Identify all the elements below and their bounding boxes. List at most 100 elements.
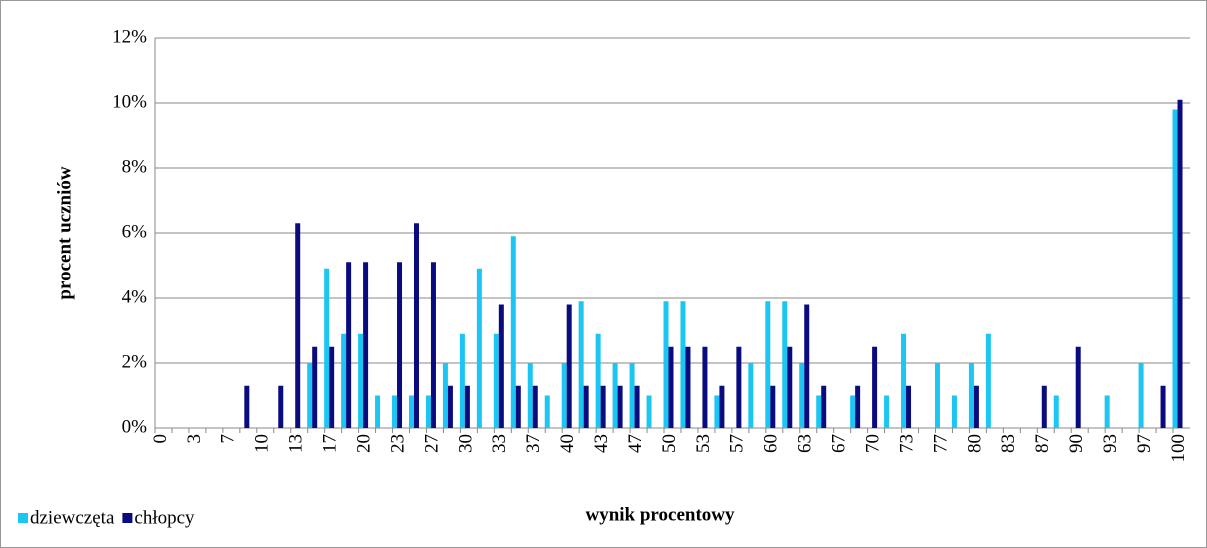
bar [413, 223, 419, 428]
bar [1172, 109, 1178, 428]
bar [901, 333, 907, 428]
bar [425, 395, 431, 428]
bar [719, 385, 725, 428]
bar [782, 301, 788, 428]
bar [850, 395, 856, 428]
bar [1041, 385, 1047, 428]
bar [765, 301, 771, 428]
x-tick-label: 97 [1134, 434, 1155, 453]
x-tick-label: 70 [862, 434, 883, 453]
x-tick-label: 10 [252, 434, 273, 453]
bar [583, 385, 589, 428]
bar [532, 385, 538, 428]
bar [804, 304, 810, 428]
bar [578, 301, 584, 428]
y-tick-label: 4% [122, 286, 148, 307]
bar [821, 385, 827, 428]
bar [346, 262, 352, 428]
y-tick-label: 0% [122, 416, 148, 437]
x-tick-label: 100 [1168, 434, 1189, 463]
bar [702, 346, 708, 428]
bar [476, 268, 482, 428]
bar [566, 304, 572, 428]
bar [934, 363, 940, 428]
x-tick-label: 77 [930, 434, 951, 453]
x-tick-label: 57 [727, 434, 748, 453]
x-tick-label: 17 [320, 434, 341, 453]
bar [668, 346, 674, 428]
bar [1177, 99, 1183, 428]
bar [430, 262, 436, 428]
x-tick-label: 60 [761, 434, 782, 453]
bar [595, 333, 601, 428]
x-tick-label: 83 [998, 434, 1019, 453]
y-tick-label: 2% [122, 351, 148, 372]
y-tick-label: 6% [122, 221, 148, 242]
bar [1160, 385, 1166, 428]
x-tick-label: 80 [964, 434, 985, 453]
bar [985, 333, 991, 428]
bar [646, 395, 652, 428]
x-tick-label: 73 [896, 434, 917, 453]
bar [629, 363, 635, 428]
bar [278, 385, 284, 428]
bar [951, 395, 957, 428]
bar [855, 385, 861, 428]
bar [392, 395, 398, 428]
bar [358, 333, 364, 428]
bar [375, 395, 381, 428]
bar [324, 268, 330, 428]
x-tick-label: 87 [1032, 434, 1053, 453]
bar [244, 385, 250, 428]
x-tick-label: 3 [184, 434, 205, 444]
bar [634, 385, 640, 428]
bar [1075, 346, 1081, 428]
x-tick-label: 50 [659, 434, 680, 453]
x-tick-label: 23 [387, 434, 408, 453]
x-tick-label: 90 [1066, 434, 1087, 453]
bar [1104, 395, 1110, 428]
bar [770, 385, 776, 428]
x-tick-label: 0 [150, 434, 171, 444]
bar [600, 385, 606, 428]
bar [544, 395, 550, 428]
bar [307, 363, 313, 428]
legend-label: dziewczęta [30, 507, 115, 528]
bar [816, 395, 822, 428]
bar [1053, 395, 1059, 428]
bar [906, 385, 912, 428]
x-tick-label: 93 [1100, 434, 1121, 453]
bar [612, 363, 618, 428]
x-tick-label: 40 [557, 434, 578, 453]
x-tick-label: 53 [693, 434, 714, 453]
bar [872, 346, 878, 428]
bar [736, 346, 742, 428]
bar [973, 385, 979, 428]
bar [685, 346, 691, 428]
bar [515, 385, 521, 428]
x-axis-title: wynik procentowy [585, 504, 735, 525]
bar [363, 262, 369, 428]
x-tick-label: 30 [455, 434, 476, 453]
y-tick-label: 8% [122, 156, 148, 177]
bar [748, 363, 754, 428]
bar [680, 301, 686, 428]
x-tick-label: 43 [591, 434, 612, 453]
bar [714, 395, 720, 428]
legend-swatch [122, 513, 133, 523]
bar [1138, 363, 1144, 428]
legend-swatch [18, 513, 28, 523]
x-tick-label: 13 [286, 434, 307, 453]
bar [617, 385, 623, 428]
x-tick-label: 37 [523, 434, 544, 453]
bar [527, 363, 533, 428]
bar [459, 333, 465, 428]
x-tick-label: 47 [625, 434, 646, 453]
bar [663, 301, 669, 428]
x-tick-label: 27 [421, 434, 442, 453]
bar [341, 333, 347, 428]
x-tick-label: 67 [829, 434, 850, 453]
bar [561, 363, 567, 428]
